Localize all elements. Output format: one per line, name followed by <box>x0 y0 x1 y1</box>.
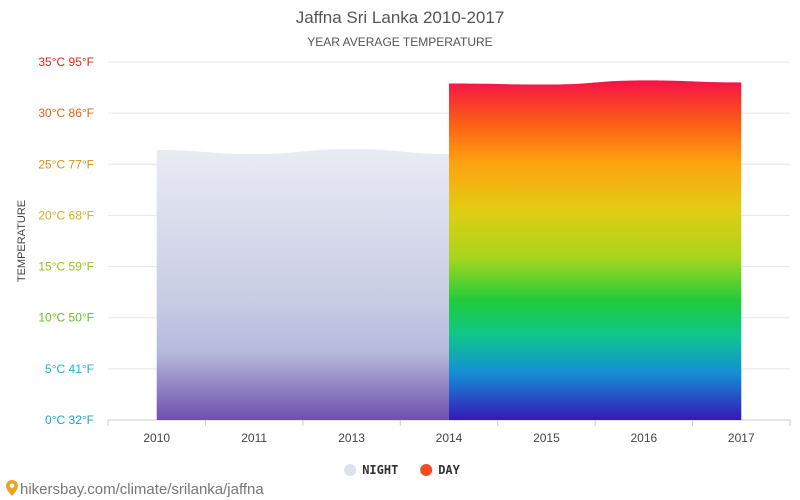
x-tick-label: 2010 <box>143 431 170 445</box>
legend-label-night[interactable]: NIGHT <box>362 463 398 477</box>
legend: NIGHT DAY <box>344 463 461 477</box>
footer-source-link[interactable]: hikersbay.com/climate/srilanka/jaffna <box>20 481 264 498</box>
x-axis-ticks: 2010 2011 2013 2014 2015 2016 2017 <box>107 420 791 445</box>
y-tick-label: 30°C 86°F <box>38 106 94 120</box>
y-tick-label: 5°C 41°F <box>45 362 94 376</box>
series-area-night <box>156 148 449 420</box>
series-areas <box>156 80 742 420</box>
y-axis-ticks: 0°C 32°F 5°C 41°F 10°C 50°F 15°C 59°F 20°C 6… <box>38 55 94 427</box>
legend-swatch-night <box>344 464 357 476</box>
y-axis-label: TEMPERATURE <box>16 200 28 282</box>
x-tick-label: 2015 <box>533 431 560 445</box>
x-tick-label: 2017 <box>728 431 755 445</box>
location-pin-icon <box>6 480 18 496</box>
x-tick-label: 2013 <box>338 431 365 445</box>
y-tick-label: 15°C 59°F <box>38 260 94 274</box>
x-tick-label: 2016 <box>631 431 658 445</box>
x-tick-label: 2014 <box>436 431 463 445</box>
legend-swatch-day <box>420 464 433 476</box>
chart-subtitle: YEAR AVERAGE TEMPERATURE <box>307 35 492 49</box>
y-tick-label: 35°C 95°F <box>38 55 94 69</box>
series-area-day <box>449 80 742 420</box>
chart-title: Jaffna Sri Lanka 2010-2017 <box>296 8 505 27</box>
y-tick-label: 0°C 32°F <box>45 413 94 427</box>
footer: hikersbay.com/climate/srilanka/jaffna <box>6 480 264 498</box>
y-tick-label: 10°C 50°F <box>38 311 94 325</box>
y-tick-label: 25°C 77°F <box>38 157 94 171</box>
y-tick-label: 20°C 68°F <box>38 208 94 222</box>
x-tick-label: 2011 <box>241 431 267 445</box>
legend-label-day[interactable]: DAY <box>438 463 460 477</box>
